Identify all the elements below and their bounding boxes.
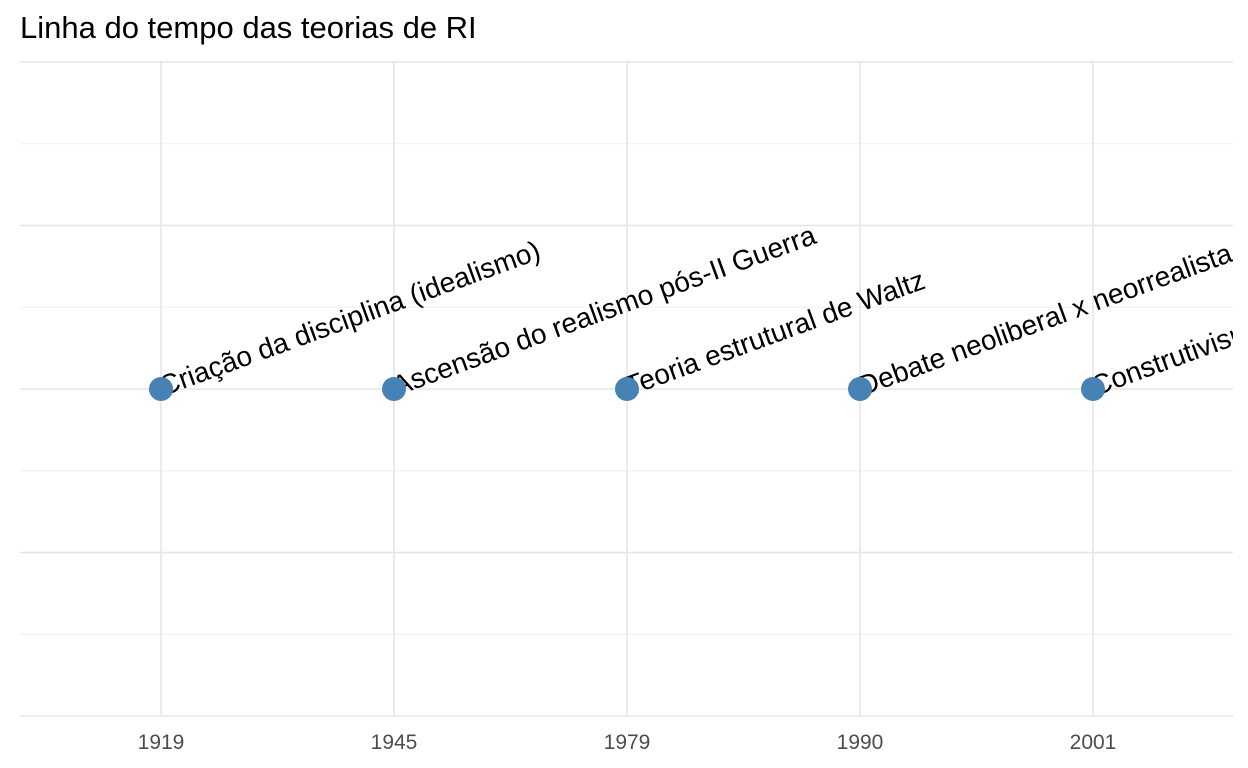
event-points (149, 377, 1105, 401)
event-point (848, 377, 872, 401)
event-point (149, 377, 173, 401)
event-point (1081, 377, 1105, 401)
event-label: Ascensão do realismo pós-II Guerra (388, 219, 820, 402)
x-tick-label: 1919 (138, 731, 185, 754)
x-tick-label: 1990 (837, 731, 884, 754)
event-labels: Criação da disciplina (idealismo)Ascensã… (155, 219, 1248, 402)
event-point (615, 377, 639, 401)
event-point (382, 377, 406, 401)
x-tick-label: 2001 (1070, 731, 1117, 754)
x-tick-label: 1979 (604, 731, 651, 754)
chart-title: Linha do tempo das teorias de RI (20, 10, 477, 45)
event-label: Criação da disciplina (idealismo) (155, 235, 544, 402)
x-axis-ticks: 1919 1945 1979 1990 2001 (138, 731, 1117, 754)
x-tick-label: 1945 (371, 731, 418, 754)
event-label: Construtivismo (1087, 309, 1248, 401)
event-label: Debate neoliberal x neorrealista (854, 237, 1237, 401)
